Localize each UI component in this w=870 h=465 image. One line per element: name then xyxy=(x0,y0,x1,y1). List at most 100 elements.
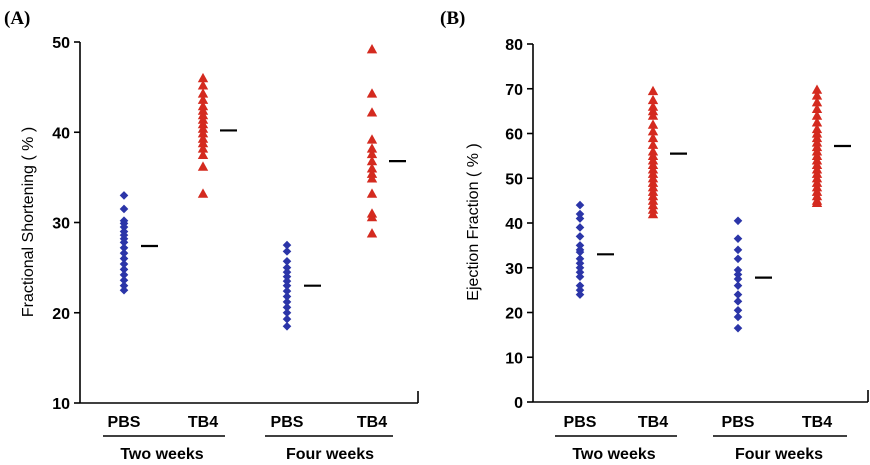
panel-a-tb4-point xyxy=(366,148,378,159)
panel-a-tb4-point xyxy=(366,88,378,98)
panel-a-y-tick-label: 50 xyxy=(52,35,70,52)
panel-b-pbs-point xyxy=(575,232,585,241)
panel-b-pbs-point xyxy=(733,305,743,315)
panel-a-pbs-point xyxy=(119,254,129,263)
panel-b-pbs-point xyxy=(733,312,743,322)
panel-a-pbs-point xyxy=(119,285,129,295)
panel-a-y-axis-title: Fractional Shortening ( % ) xyxy=(20,127,37,317)
panel-b-y-tick-label: 80 xyxy=(505,37,523,54)
panel-a-pbs-point xyxy=(119,248,129,258)
panel-a-category-label: TB4 xyxy=(357,414,387,431)
panel-b-axes xyxy=(532,44,869,403)
panel-b-pbs-point xyxy=(575,214,585,223)
panel-a-pbs-point xyxy=(282,276,292,286)
panel-b-pbs-point xyxy=(733,323,743,333)
panel-b-pbs-point xyxy=(733,245,743,255)
panel-b-pbs-point xyxy=(575,247,585,257)
panel-b-group-label: Four weeks xyxy=(735,446,823,463)
panel-b-tb4-point xyxy=(811,117,823,127)
panel-b-pbs-point xyxy=(575,223,585,232)
panel-a-tb4-point xyxy=(197,161,209,171)
panel-b-pbs-point xyxy=(733,270,743,279)
panel-a-pbs-point xyxy=(119,204,129,214)
panel-b-tb4-point xyxy=(811,96,823,107)
panel-b-pbs-point xyxy=(575,254,585,264)
panel-b-tb4-point xyxy=(647,94,659,105)
panel-b-category-label: PBS xyxy=(722,414,755,431)
panel-a-tb4-point xyxy=(366,44,378,54)
panel-b-category-label: PBS xyxy=(564,414,597,431)
panel-a: (A) Fractional Shortening ( % ) 10 20 30 40… xyxy=(4,8,419,463)
panel-a-pbs-point xyxy=(282,314,292,324)
panel-a-pbs-point xyxy=(282,240,292,250)
panel-b-pbs-point xyxy=(575,209,585,219)
panel-b-pbs-point xyxy=(575,241,585,250)
panel-a-pbs-point xyxy=(119,275,129,285)
panel-b-pbs-point xyxy=(575,267,585,277)
panel-b-tb4-point xyxy=(811,84,823,94)
panel-a-tb4-point xyxy=(197,137,209,148)
panel-a-pbs-point xyxy=(282,303,292,312)
panel-b-pbs-point xyxy=(575,290,585,299)
panel-a-tb4-point xyxy=(366,155,378,166)
panel-b-y-tick-label: 10 xyxy=(505,350,523,367)
panel-b-y-axis-title: Ejection Fraction ( % ) xyxy=(465,143,482,300)
panel-a-y-tick-label: 30 xyxy=(52,216,70,233)
panel-b-pbs-point xyxy=(575,281,585,290)
panel-a-group-label: Two weeks xyxy=(120,446,203,463)
panel-a-tb4-point xyxy=(197,80,209,90)
panel-a-category-label: TB4 xyxy=(188,414,218,431)
panel-a-tb4-point xyxy=(366,211,378,222)
panel-b-pbs-point xyxy=(733,216,743,226)
panel-a-pbs-point xyxy=(119,265,129,274)
panel-b-tb4-point xyxy=(647,119,659,129)
panel-a-pbs-point xyxy=(282,267,292,277)
panel-b-pbs-point xyxy=(575,258,585,268)
panel-a-category-label: PBS xyxy=(271,414,304,431)
panel-a-pbs-point xyxy=(119,243,129,253)
panel-a-x-categories: PBS TB4 PBS TB4 xyxy=(108,414,388,431)
panel-b-y-tick-label: 60 xyxy=(505,127,523,144)
panel-b-pbs-point xyxy=(733,281,743,290)
panel-b-y-tick-label: 30 xyxy=(505,261,523,278)
panel-a-pbs-point xyxy=(119,238,129,247)
panel-b-category-label: TB4 xyxy=(638,414,668,431)
panel-a-pbs-point xyxy=(282,247,292,256)
panel-a-tb4-point xyxy=(197,188,209,198)
panel-b-pbs-point xyxy=(733,274,743,284)
panel-a-tb4-point xyxy=(197,127,209,138)
panel-a-pbs-point xyxy=(282,292,292,301)
panel-b-tb4-point xyxy=(647,110,659,120)
panel-a-tb4-point xyxy=(366,173,378,183)
panel-a-tb4-point xyxy=(366,107,378,117)
panel-b-pbs-point xyxy=(733,265,743,275)
panel-b-x-categories: PBS TB4 PBS TB4 xyxy=(564,414,833,431)
panel-b-y-tick-label: 50 xyxy=(505,171,523,188)
panel-a-axes xyxy=(79,42,419,404)
panel-b-y-ticks: 0 10 20 30 40 50 60 70 80 xyxy=(505,37,533,412)
panel-b-label: (B) xyxy=(440,8,465,29)
panel-a-pbs-point xyxy=(282,297,292,307)
panel-a-data-points xyxy=(119,44,406,331)
panel-b: (B) Ejection Fraction ( % ) 0 10 20 30 40 50 6… xyxy=(440,8,869,463)
panel-a-pbs-point xyxy=(119,191,129,200)
panel-b-tb4-point xyxy=(811,103,823,114)
panel-a-pbs-point xyxy=(282,321,292,331)
panel-b-y-tick-label: 0 xyxy=(514,395,523,412)
panel-b-tb4-point xyxy=(647,208,659,219)
panel-b-pbs-point xyxy=(733,290,743,299)
panel-b-y-tick-label: 20 xyxy=(505,306,523,323)
panel-a-tb4-point xyxy=(197,94,209,104)
panel-a-pbs-point xyxy=(119,259,129,269)
panel-a-pbs-point xyxy=(282,286,292,296)
panel-a-y-tick-label: 20 xyxy=(52,306,70,323)
panel-b-tb4-point xyxy=(647,139,659,149)
panel-a-label: (A) xyxy=(4,8,30,29)
panel-b-group-label: Two weeks xyxy=(572,446,655,463)
panel-b-pbs-point xyxy=(575,272,585,281)
panel-b-tb4-point xyxy=(647,126,659,136)
panel-a-pbs-point xyxy=(119,281,129,290)
panel-b-pbs-point xyxy=(733,234,743,243)
